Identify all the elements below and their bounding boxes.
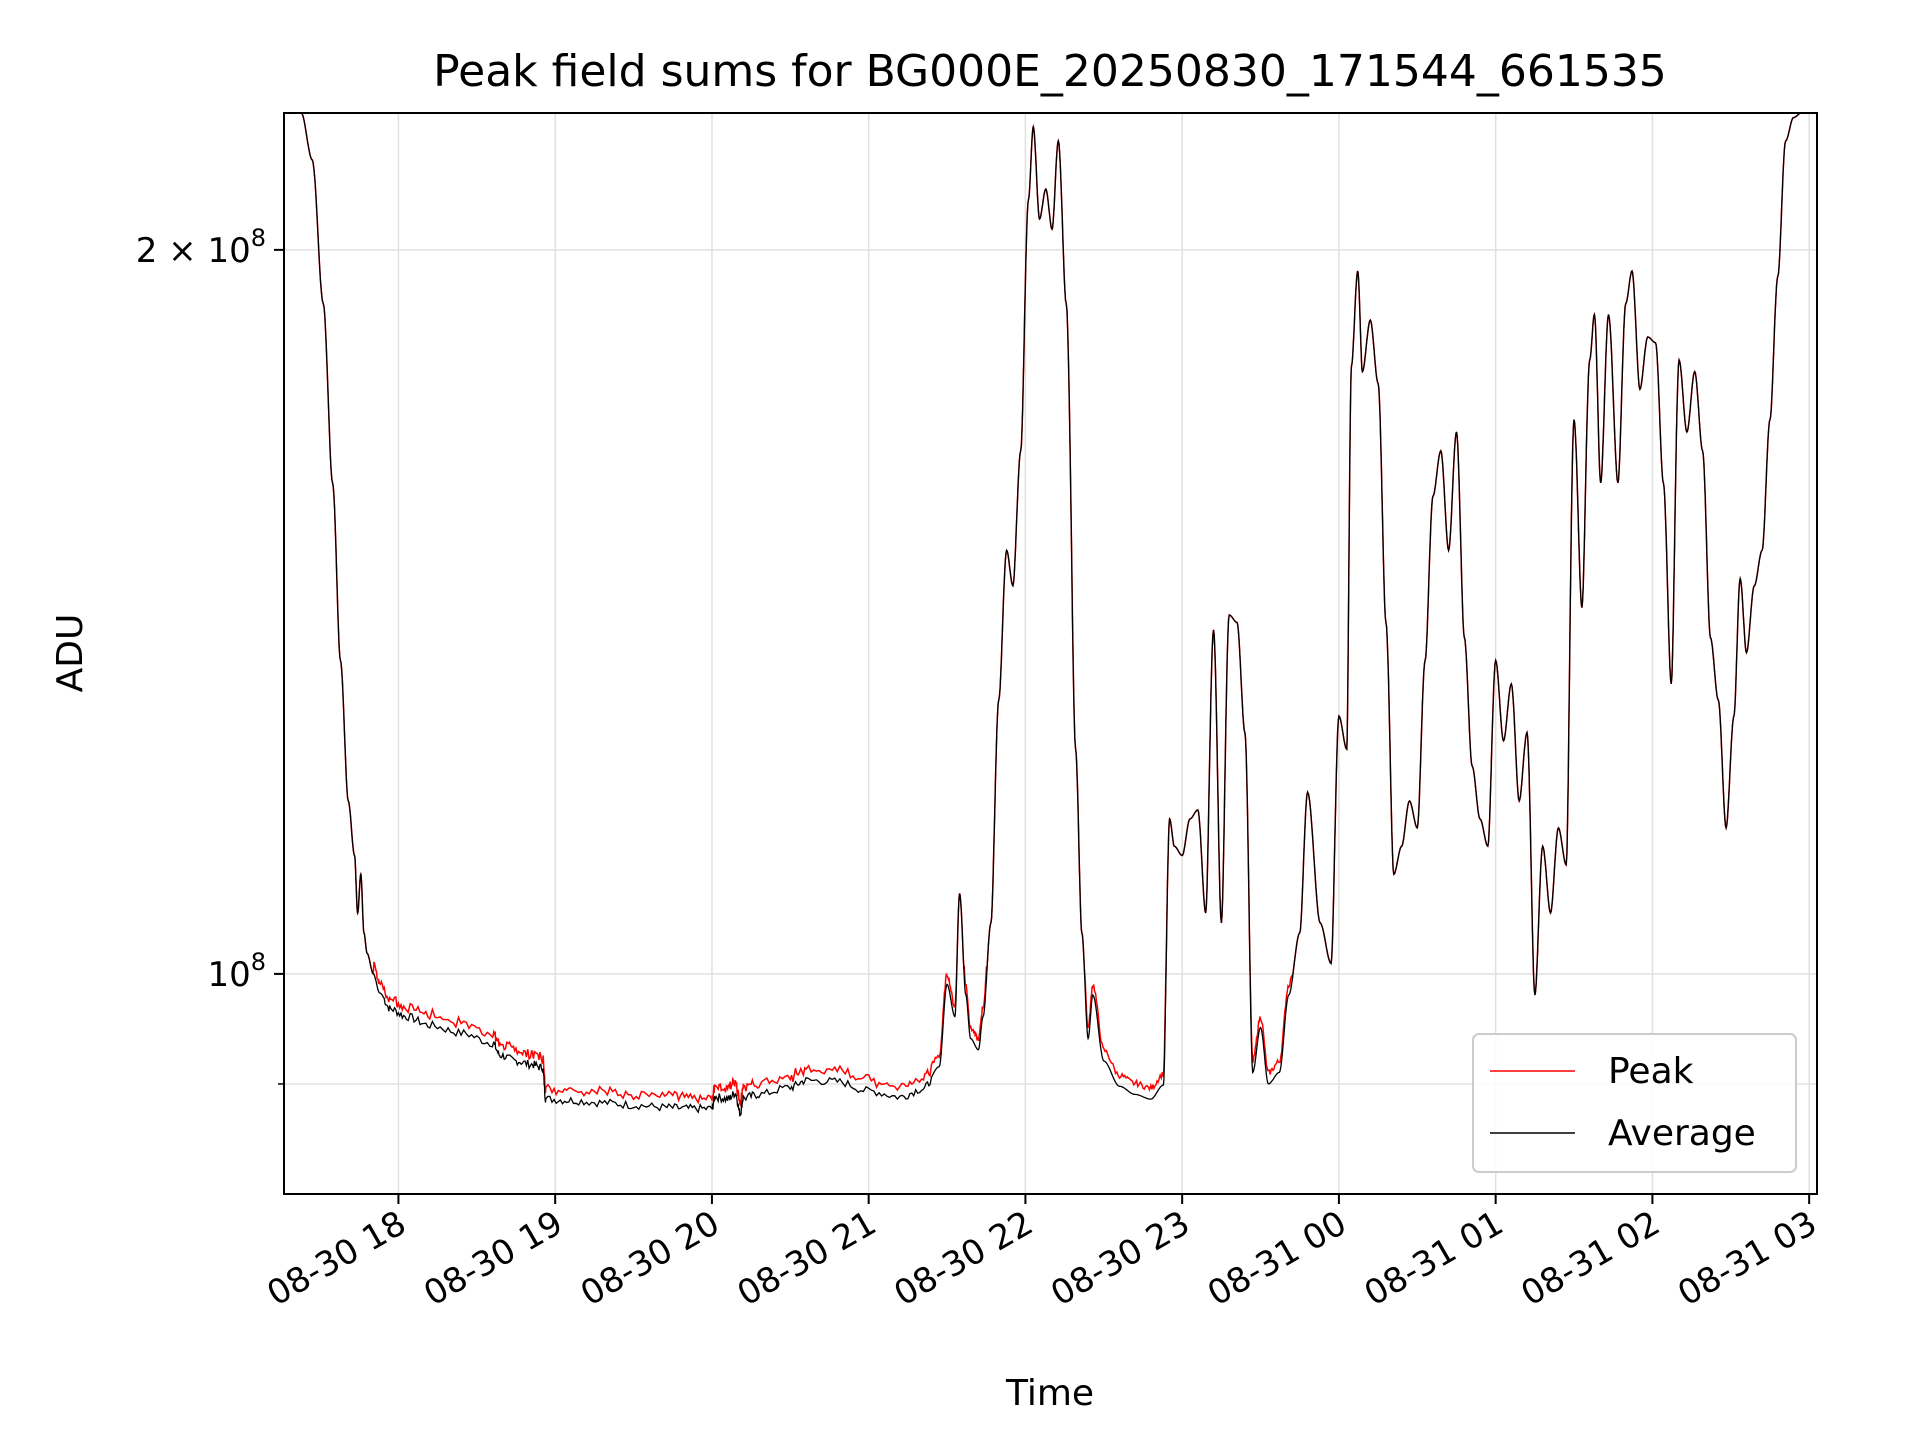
legend: Peak Average <box>1472 1033 1797 1173</box>
x-axis-title: Time <box>1005 1373 1094 1414</box>
y-tick-label: 2 × 108 <box>136 224 266 271</box>
y-tick-label: 108 <box>207 948 266 995</box>
grid <box>284 113 1817 1194</box>
series-lines <box>300 112 1816 1117</box>
legend-average-label: Average <box>1608 1113 1756 1154</box>
plot-frame <box>283 112 1818 1195</box>
legend-frame <box>1472 1033 1797 1173</box>
average-series-line <box>300 112 1816 1117</box>
chart-title: Peak field sums for BG000E_20250830_1715… <box>433 46 1667 97</box>
y-axis-ticks: 108 2 × 108 <box>136 224 284 1085</box>
legend-peak-label: Peak <box>1608 1051 1694 1092</box>
y-axis-title: ADU <box>50 614 91 693</box>
